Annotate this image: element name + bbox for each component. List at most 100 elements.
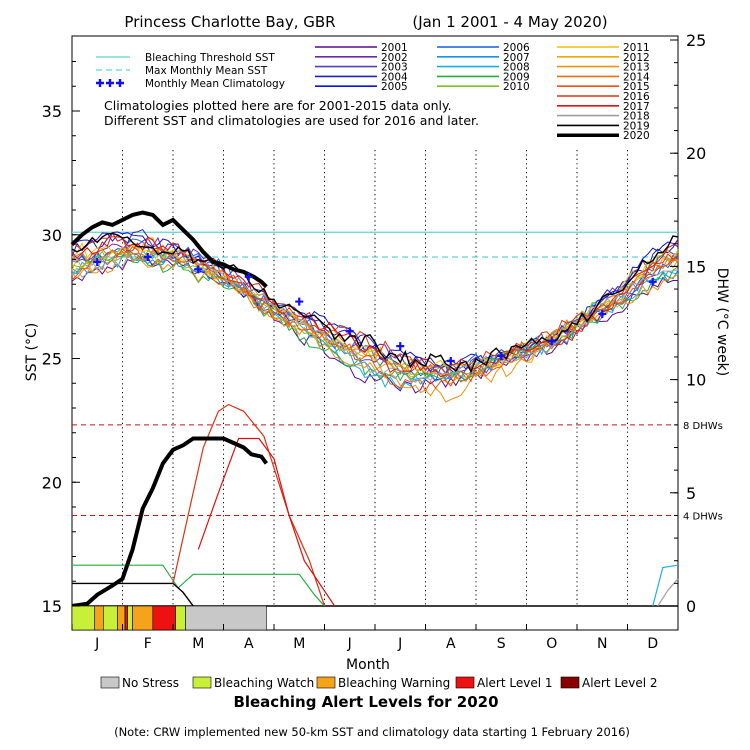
sst-series-2012	[71, 237, 679, 385]
dhw-4-label: 4 DHWs	[683, 511, 723, 522]
climatology-point	[345, 327, 354, 336]
alert-segment	[103, 605, 118, 631]
climatology-note-2: Different SST and climatologies are used…	[104, 113, 479, 128]
climatology-point	[497, 352, 506, 361]
x-tick-label: F	[144, 636, 152, 652]
x-tick-label: A	[244, 636, 254, 652]
legend-year-label: 2008	[503, 62, 530, 74]
climatology-point	[194, 265, 203, 274]
y-tick-label: 30	[42, 226, 62, 245]
legend-year-label: 2019	[623, 120, 650, 132]
x-tick-label: O	[546, 636, 557, 652]
x-axis-label: Month	[346, 657, 390, 673]
y-tick-label: 15	[42, 597, 62, 616]
alert-legend-label: Alert Level 2	[582, 676, 658, 690]
y-right-tick-label: 25	[686, 31, 706, 50]
legend-climatology-marker	[96, 79, 104, 87]
dhw-series-2017	[197, 437, 336, 607]
legend-climatology-marker	[116, 79, 124, 87]
alert-legend-label: Alert Level 1	[477, 676, 553, 690]
alert-legend-label: Bleaching Warning	[338, 676, 450, 690]
sst-series-2017	[71, 231, 679, 378]
dhw-series	[71, 403, 679, 608]
y-right-tick-label: 20	[686, 144, 706, 163]
alert-legend-swatch	[455, 676, 475, 689]
x-tick-label: S	[497, 636, 506, 652]
x-tick-label: N	[597, 636, 607, 652]
climatology-point	[244, 272, 253, 281]
threshold-lines: 8 DHWs 4 DHWs	[72, 231, 723, 522]
alert-segment	[132, 605, 154, 631]
alert-bar	[71, 605, 267, 631]
alert-segment	[124, 605, 128, 631]
alert-segment	[185, 605, 267, 631]
legend-year-label: 2013	[623, 62, 650, 74]
y-right-tick-label: 5	[686, 484, 696, 503]
alert-legend-label: No Stress	[122, 676, 179, 690]
historical-sst-series	[71, 228, 679, 403]
dhw-8-label: 8 DHWs	[683, 421, 723, 432]
dhw-series-2009	[72, 564, 325, 607]
climatology-point	[295, 297, 304, 306]
y-right-tick-label: 10	[686, 371, 706, 390]
dhw-series-2018	[657, 578, 679, 607]
alert-legend-title: Bleaching Alert Levels for 2020	[233, 693, 498, 711]
alert-level-legend: No Stress Bleaching Watch Bleaching Warnin…	[100, 676, 658, 690]
climatology-point	[598, 309, 607, 318]
legend-year-label: 2006	[503, 42, 530, 54]
x-tick-label: M	[293, 636, 305, 652]
alert-segment	[127, 605, 133, 631]
alert-segment	[94, 605, 104, 631]
alert-segment	[71, 605, 96, 631]
y-right-tick-label: 0	[686, 597, 696, 616]
chart-title: Princess Charlotte Bay, GBR	[124, 13, 335, 31]
alert-legend-label: Bleaching Watch	[214, 676, 314, 690]
alert-legend-swatch	[192, 676, 212, 689]
x-tick-label: D	[647, 636, 658, 652]
footnote: (Note: CRW implemented new 50-km SST and…	[114, 725, 630, 739]
legend-year-label: 2002	[381, 52, 408, 64]
x-tick-label: J	[397, 636, 402, 652]
legend-year-label: 2001	[381, 42, 408, 54]
monthly-mean-climatology	[93, 253, 657, 365]
y-tick-label: 25	[42, 350, 62, 369]
dhw-series-2008	[652, 564, 679, 607]
y-axis-right-label: DHW (°C week)	[714, 268, 730, 377]
climatology-point	[143, 253, 152, 262]
legend-year-label: 2010	[503, 81, 530, 93]
legend-year-label: 2011	[623, 42, 650, 54]
legend-year-label: 2012	[623, 52, 650, 64]
legend-year-label: 2004	[381, 71, 408, 83]
x-tick-label: M	[192, 636, 204, 652]
legend-year-label: 2015	[623, 81, 650, 93]
legend-year-label: 2005	[381, 81, 408, 93]
alert-legend-swatch	[316, 676, 336, 689]
chart-date-range: (Jan 1 2001 - 4 May 2020)	[412, 13, 607, 31]
alert-segment	[175, 605, 186, 631]
legend-year-label: 2018	[623, 111, 650, 123]
legend-label: Monthly Mean Climatology	[145, 78, 285, 90]
legend-label: Max Monthly Mean SST	[145, 65, 268, 77]
y-tick-label: 20	[42, 473, 62, 492]
legend-year-label: 2020	[623, 130, 650, 142]
climatology-note-1: Climatologies plotted here are for 2001-…	[104, 98, 452, 113]
y-right-tick-label: 15	[686, 257, 706, 276]
x-tick-label: A	[446, 636, 456, 652]
axes: 15 20 25 30 35 0 5 10 15 20 25 J F M A M J J A S O N D	[42, 31, 707, 652]
y-axis-label: SST (°C)	[24, 323, 40, 381]
sst-series-2013	[71, 251, 679, 403]
legend-year-label: 2007	[503, 52, 530, 64]
legend-year-label: 2016	[623, 91, 650, 103]
legend-year-label: 2014	[623, 71, 650, 83]
sst-series-2019	[71, 232, 679, 374]
alert-segment	[152, 605, 176, 631]
legend-climatology-marker	[106, 79, 114, 87]
climatology-point	[93, 257, 102, 266]
climatology-point	[396, 342, 405, 351]
climatology-point	[547, 337, 556, 346]
y-tick-label: 35	[42, 102, 62, 121]
dhw-series-2020	[71, 436, 269, 608]
climatology-point	[648, 277, 657, 286]
